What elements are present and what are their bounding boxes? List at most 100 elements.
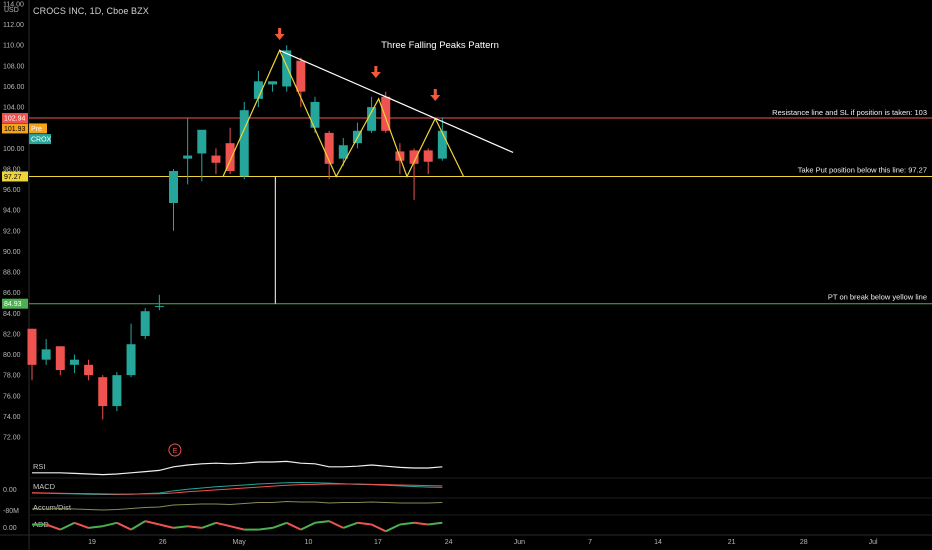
add-segment (314, 520, 330, 524)
add-segment (357, 521, 372, 526)
y-tick-label: 114.00 (3, 2, 24, 9)
candle-body (69, 359, 79, 365)
price-label-box (2, 113, 28, 124)
candle-body (268, 81, 278, 85)
candle-body (338, 145, 348, 159)
candle-body (183, 155, 193, 159)
chart-header: CROCS INC, 1D, Cboe BZX (33, 6, 149, 16)
candle-body (41, 349, 51, 360)
peak-arrow-head (370, 72, 381, 78)
peak-arrow-shaft (374, 66, 378, 72)
add-segment (159, 523, 174, 529)
accum-dist-line (32, 500, 443, 511)
candle-body (324, 132, 334, 164)
indicator-name: RSI (33, 462, 46, 471)
add-segment (88, 525, 103, 529)
indicator-axis-label: 0.00 (3, 525, 17, 532)
y-tick-label: 74.00 (3, 414, 21, 421)
add-segment (215, 521, 231, 528)
add-segment (229, 525, 245, 531)
add-segment (201, 521, 217, 529)
x-tick-label: 17 (374, 539, 382, 546)
y-tick-label: 100.00 (3, 146, 25, 153)
y-tick-label: 82.00 (3, 331, 21, 338)
add-segment (428, 521, 443, 526)
descending-trendline (279, 49, 514, 154)
peak-arrow-shaft (278, 28, 282, 34)
y-tick-label: 110.00 (3, 43, 24, 50)
add-segment (342, 521, 358, 529)
y-tick-label: 96.00 (3, 187, 21, 194)
y-tick-label: 86.00 (3, 290, 21, 297)
candle-body (169, 171, 178, 203)
price-label-box (29, 134, 51, 145)
add-segment (300, 521, 316, 531)
y-tick-label: 108.00 (3, 63, 25, 70)
x-tick-label: Jun (514, 539, 525, 546)
x-tick-label: 21 (728, 539, 736, 546)
candle-body (367, 107, 377, 131)
price-label-box (2, 171, 28, 182)
y-tick-label: 98.00 (3, 166, 21, 173)
x-tick-label: 26 (159, 539, 167, 546)
peak-arrow-head (430, 95, 441, 101)
candle-body (211, 155, 221, 163)
earnings-marker (168, 443, 182, 457)
earnings-label: E (173, 448, 178, 455)
chart-title: Three Falling Peaks Pattern (381, 40, 499, 51)
add-segment (399, 521, 415, 526)
x-tick-label: May (233, 539, 247, 546)
y-tick-label: 94.00 (3, 208, 21, 215)
x-tick-label: 28 (800, 539, 808, 546)
add-segment (286, 521, 302, 531)
y-tick-label: 80.00 (3, 352, 21, 359)
add-segment (328, 520, 344, 529)
candle-body (98, 377, 108, 407)
candle-body (296, 60, 306, 92)
price-label-box (2, 123, 28, 134)
candle-body (253, 81, 263, 99)
x-tick-label: 7 (588, 539, 592, 546)
price-label: 102.94 (4, 116, 26, 123)
x-tick-label: Jul (869, 539, 878, 546)
candle-body (409, 150, 419, 164)
price-label-box (29, 123, 47, 134)
put-entry-label: Take Put position below this line: 97.27 (798, 165, 927, 174)
currency-label: USD (4, 7, 19, 14)
resistance-label: Resistance line and SL if position is ta… (772, 108, 927, 117)
add-segment (59, 521, 75, 531)
rsi-line (32, 460, 443, 476)
peak-arrow-head (274, 34, 285, 40)
y-tick-label: 90.00 (3, 249, 21, 256)
y-tick-label: 104.00 (3, 105, 25, 112)
target-label: PT on break below yellow line (828, 293, 927, 302)
y-tick-label: 78.00 (3, 373, 21, 380)
y-tick-label: 72.00 (3, 435, 21, 442)
candle-body (55, 346, 65, 370)
price-label: Pre (31, 126, 42, 133)
add-segment (116, 521, 132, 531)
candle-body (27, 328, 37, 365)
y-tick-label: 92.00 (3, 228, 21, 235)
x-tick-label: 24 (445, 539, 453, 546)
y-tick-label: 76.00 (3, 393, 21, 400)
candle-body (310, 101, 320, 128)
y-tick-label: 84.00 (3, 311, 21, 318)
price-label: 84.93 (4, 301, 22, 308)
candle-body (140, 311, 150, 336)
y-tick-label: 106.00 (3, 84, 25, 91)
price-label-box (2, 298, 28, 309)
x-tick-label: 10 (305, 539, 313, 546)
candle-body (197, 129, 207, 154)
add-segment (187, 525, 202, 529)
add-segment (45, 523, 61, 531)
add-segment (258, 526, 273, 531)
candle-body (282, 50, 292, 87)
peak-arrow-shaft (433, 89, 437, 95)
macd-signal-line (31, 483, 443, 495)
candle-body (437, 130, 447, 159)
candle-body (154, 306, 164, 308)
y-tick-label: 112.00 (3, 22, 24, 29)
x-tick-label: 14 (654, 539, 662, 546)
